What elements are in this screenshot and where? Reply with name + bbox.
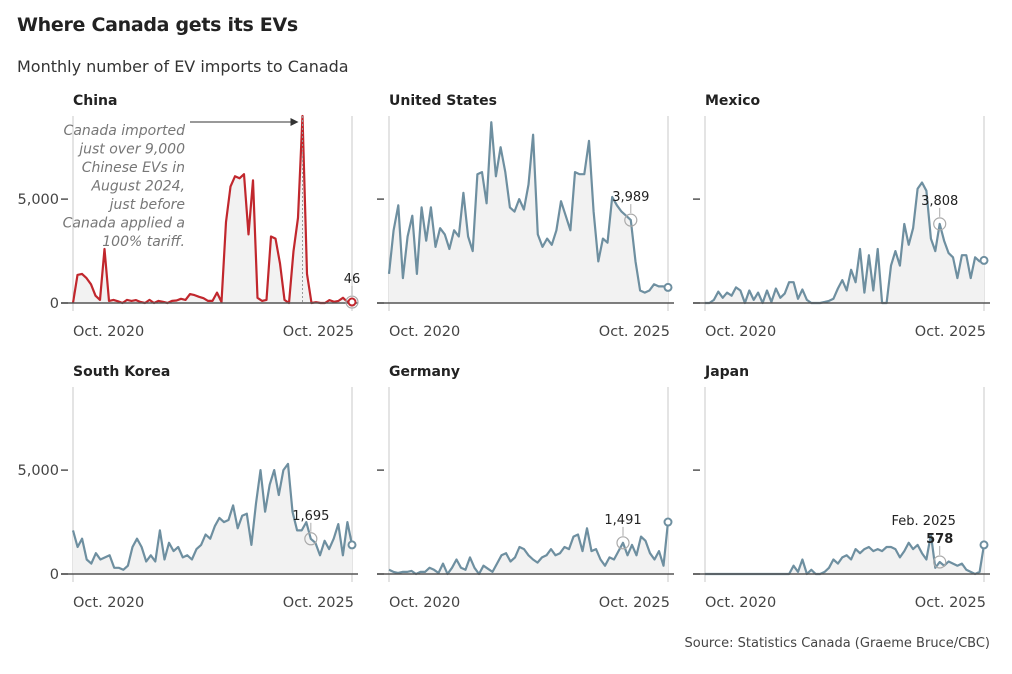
note-line: 100% tariff. [102,234,185,250]
value-label: 1,491 [604,513,641,528]
chart-title: Where Canada gets its EVs [17,14,298,36]
series-line-germany [388,521,670,576]
note-line: August 2024, [90,179,185,195]
latest-value-marker [663,517,673,527]
series-line-china [71,114,352,305]
panel-title-germany: Germany [389,364,460,380]
x-tick-label-start: Oct. 2020 [705,324,776,340]
value-label: 578 [926,532,953,547]
note-line: Chinese EVs in [82,160,185,176]
latest-value-marker [347,540,357,550]
source-note: Source: Statistics Canada (Graeme Bruce/… [684,636,990,651]
x-tick-label-start: Oct. 2020 [705,595,776,611]
x-tick-label-start: Oct. 2020 [389,324,460,340]
note-arrowhead [290,118,299,126]
x-tick-label-end: Oct. 2025 [915,595,986,611]
area-fill-united-states [389,122,668,303]
note-line: Canada applied a [63,216,185,232]
x-tick-label-end: Oct. 2025 [283,324,354,340]
x-tick-label-end: Oct. 2025 [915,324,986,340]
x-tick-label-start: Oct. 2020 [73,595,144,611]
highlight-marker [304,532,318,546]
x-tick-label-end: Oct. 2025 [283,595,354,611]
highlight-marker [616,536,630,550]
highlight-marker [933,217,947,231]
series-line-mexico [705,181,985,305]
latest-value-marker [979,255,989,265]
y-tick-label: 5,000 [17,192,59,208]
panel-title-china: China [73,93,117,109]
value-label: 3,989 [612,190,649,205]
note-line: just before [108,197,185,213]
value-label-date: Feb. 2025 [892,514,956,529]
x-tick-label-end: Oct. 2025 [599,595,670,611]
value-label: 1,695 [292,509,329,524]
area-fill-mexico [705,182,984,303]
latest-value-marker [663,282,673,292]
x-tick-label-end: Oct. 2025 [599,324,670,340]
area-fill-japan [705,534,984,574]
note-line: Canada imported [64,123,186,139]
x-tick-label-start: Oct. 2020 [73,324,144,340]
panel-title-south-korea: South Korea [73,364,170,380]
area-fill-germany [389,522,668,574]
y-tick-label: 5,000 [17,463,59,479]
panel-title-united-states: United States [389,93,497,109]
panel-title-mexico: Mexico [705,93,761,109]
panel-title-japan: Japan [704,364,749,380]
area-fill-south-korea [73,463,352,574]
series-line-south-korea [71,462,354,571]
value-label: 3,808 [921,194,958,209]
y-tick-label: 0 [50,296,59,312]
x-tick-label-start: Oct. 2020 [389,595,460,611]
value-label: 46 [344,272,361,287]
chart-subtitle: Monthly number of EV imports to Canada [17,57,349,76]
y-tick-label: 0 [50,567,59,583]
highlight-marker [933,555,947,569]
highlight-marker [624,213,638,227]
latest-value-marker [979,540,989,550]
latest-value-marker [347,297,357,307]
note-line: just over 9,000 [77,142,185,158]
highlight-marker [345,295,359,309]
series-line-united-states [387,121,669,294]
